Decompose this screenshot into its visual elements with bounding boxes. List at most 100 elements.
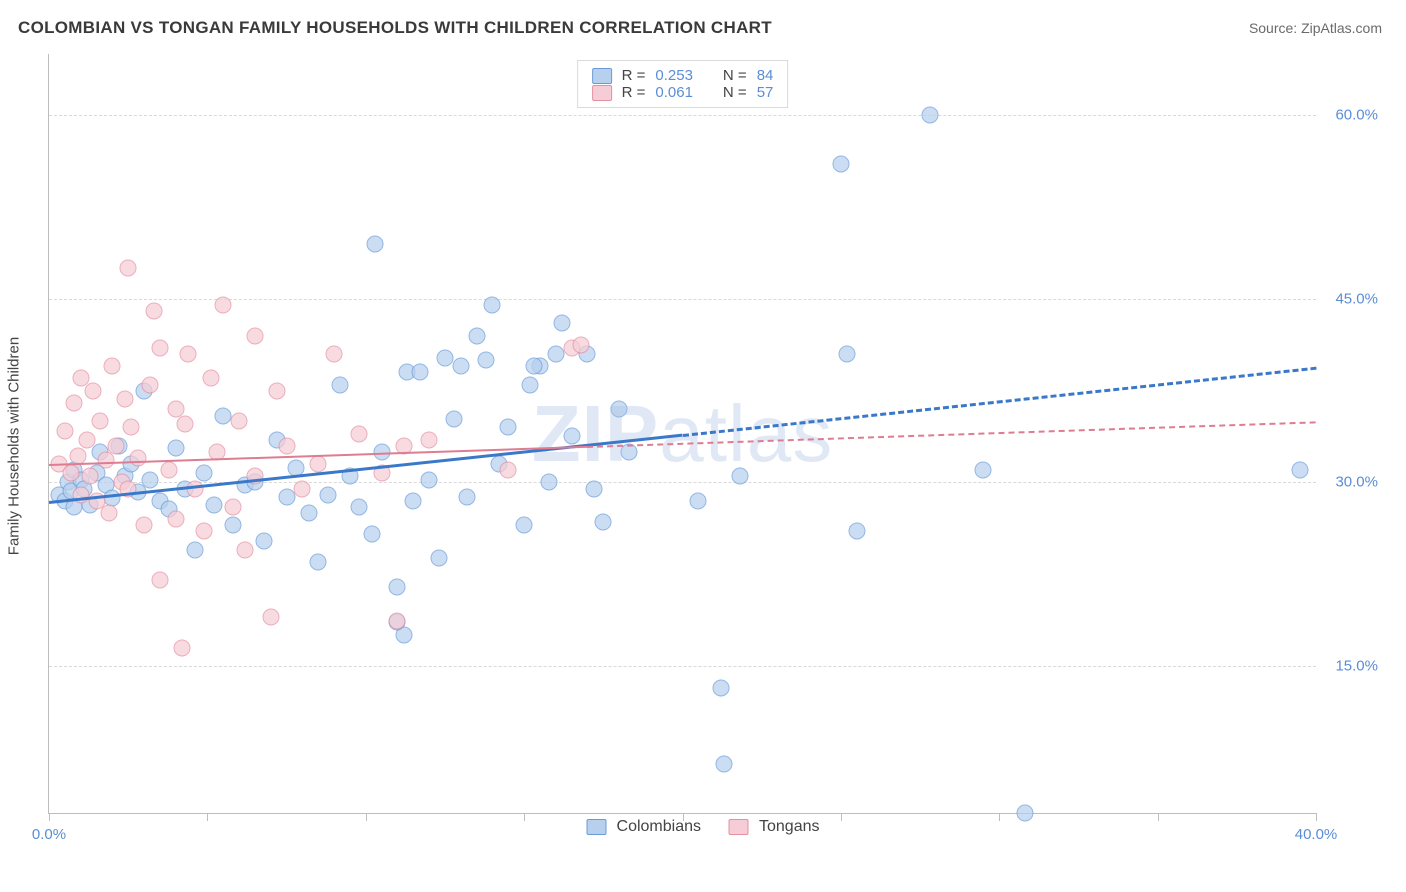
legend-r-value: 0.253: [655, 67, 693, 84]
scatter-point: [269, 382, 286, 399]
legend-r-label: R =: [622, 84, 646, 101]
y-tick-label: 60.0%: [1322, 107, 1378, 124]
scatter-point: [421, 431, 438, 448]
legend-bottom-item: Tongans: [729, 818, 820, 836]
scatter-point: [256, 533, 273, 550]
scatter-point: [522, 376, 539, 393]
scatter-point: [142, 376, 159, 393]
scatter-point: [430, 550, 447, 567]
y-tick-label: 45.0%: [1322, 290, 1378, 307]
scatter-point: [177, 415, 194, 432]
scatter-point: [300, 505, 317, 522]
x-tick: [1158, 813, 1159, 821]
legend-top-row: R =0.253N =84: [592, 67, 774, 84]
scatter-point: [151, 339, 168, 356]
scatter-point: [98, 452, 115, 469]
x-tick: [999, 813, 1000, 821]
scatter-point: [585, 480, 602, 497]
scatter-point: [63, 464, 80, 481]
legend-r-label: R =: [622, 67, 646, 84]
scatter-point: [332, 376, 349, 393]
gridline: [49, 299, 1316, 300]
scatter-point: [525, 358, 542, 375]
legend-top: R = 0.253 N = 84R =0.061N =57: [577, 60, 789, 108]
x-tick: [841, 813, 842, 821]
plot-area: ZIPatlas R =0.253N =84R =0.061N =57 15.0…: [48, 54, 1316, 814]
scatter-point: [310, 554, 327, 571]
scatter-point: [129, 449, 146, 466]
scatter-point: [921, 107, 938, 124]
scatter-point: [436, 349, 453, 366]
scatter-point: [389, 578, 406, 595]
legend-bottom: Colombians Tongans: [587, 818, 820, 836]
scatter-point: [101, 505, 118, 522]
scatter-point: [205, 496, 222, 513]
x-tick-label: 0.0%: [32, 826, 66, 843]
source-label: Source: ZipAtlas.com: [1249, 20, 1382, 36]
scatter-point: [246, 327, 263, 344]
scatter-point: [595, 513, 612, 530]
scatter-point: [117, 391, 134, 408]
scatter-point: [120, 260, 137, 277]
scatter-point: [351, 498, 368, 515]
scatter-point: [547, 345, 564, 362]
scatter-point: [224, 517, 241, 534]
x-tick: [207, 813, 208, 821]
y-tick-label: 15.0%: [1322, 658, 1378, 675]
legend-series-name: Colombians: [617, 818, 701, 836]
gridline: [49, 666, 1316, 667]
scatter-point: [294, 480, 311, 497]
scatter-point: [421, 472, 438, 489]
x-tick: [524, 813, 525, 821]
scatter-point: [468, 327, 485, 344]
scatter-point: [278, 489, 295, 506]
scatter-point: [224, 498, 241, 515]
scatter-point: [364, 525, 381, 542]
scatter-point: [145, 303, 162, 320]
scatter-point: [975, 462, 992, 479]
scatter-point: [319, 486, 336, 503]
scatter-point: [484, 296, 501, 313]
x-tick: [1316, 813, 1317, 821]
scatter-point: [459, 489, 476, 506]
scatter-point: [500, 419, 517, 436]
scatter-point: [500, 462, 517, 479]
scatter-point: [832, 156, 849, 173]
scatter-point: [91, 413, 108, 430]
scatter-point: [136, 517, 153, 534]
scatter-point: [123, 419, 140, 436]
scatter-point: [186, 541, 203, 558]
y-tick-label: 30.0%: [1322, 474, 1378, 491]
scatter-point: [237, 541, 254, 558]
scatter-point: [196, 464, 213, 481]
scatter-point: [215, 296, 232, 313]
scatter-point: [107, 437, 124, 454]
scatter-point: [151, 572, 168, 589]
legend-top-row: R =0.061N =57: [592, 84, 774, 101]
scatter-point: [731, 468, 748, 485]
legend-swatch: [592, 68, 612, 84]
scatter-point: [690, 492, 707, 509]
scatter-point: [516, 517, 533, 534]
gridline: [49, 115, 1316, 116]
scatter-point: [174, 639, 191, 656]
legend-swatch: [729, 819, 749, 835]
scatter-point: [478, 352, 495, 369]
legend-n-value: 84: [757, 67, 774, 84]
scatter-point: [554, 315, 571, 332]
chart-title: COLOMBIAN VS TONGAN FAMILY HOUSEHOLDS WI…: [18, 18, 772, 38]
scatter-point: [1292, 462, 1309, 479]
scatter-point: [351, 425, 368, 442]
legend-n-label: N =: [723, 84, 747, 101]
legend-swatch: [592, 85, 612, 101]
scatter-point: [202, 370, 219, 387]
scatter-point: [56, 423, 73, 440]
scatter-point: [180, 345, 197, 362]
scatter-point: [611, 401, 628, 418]
scatter-point: [715, 756, 732, 773]
legend-series-name: Tongans: [759, 818, 820, 836]
scatter-point: [405, 492, 422, 509]
scatter-point: [215, 408, 232, 425]
scatter-point: [85, 382, 102, 399]
x-tick-label: 40.0%: [1295, 826, 1338, 843]
